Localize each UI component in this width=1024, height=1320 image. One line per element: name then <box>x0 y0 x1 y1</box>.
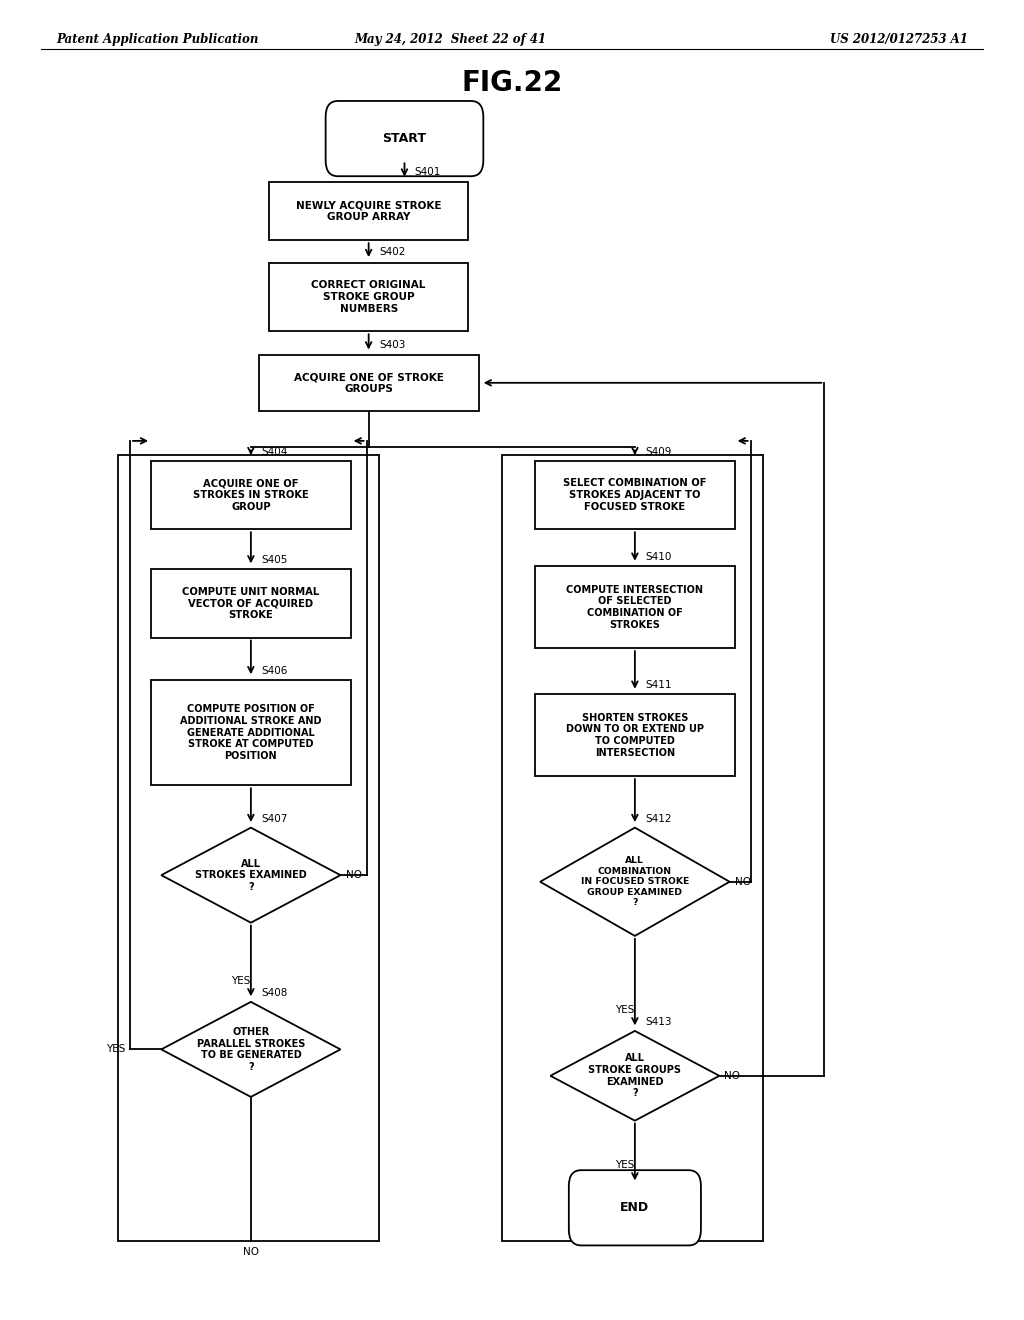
Text: YES: YES <box>615 1005 634 1015</box>
Text: YES: YES <box>231 975 250 986</box>
Bar <box>152 461 350 529</box>
Text: COMPUTE INTERSECTION
OF SELECTED
COMBINATION OF
STROKES: COMPUTE INTERSECTION OF SELECTED COMBINA… <box>566 585 703 630</box>
Text: S408: S408 <box>261 987 288 998</box>
Text: S412: S412 <box>645 813 672 824</box>
Text: END: END <box>621 1201 649 1214</box>
Text: S407: S407 <box>261 813 288 824</box>
Text: FIG.22: FIG.22 <box>462 69 562 96</box>
Polygon shape <box>162 828 340 923</box>
Text: START: START <box>383 132 426 145</box>
Text: S401: S401 <box>415 166 441 177</box>
Text: NEWLY ACQUIRE STROKE
GROUP ARRAY: NEWLY ACQUIRE STROKE GROUP ARRAY <box>296 201 441 222</box>
Text: S413: S413 <box>645 1016 672 1027</box>
Text: ALL
STROKES EXAMINED
?: ALL STROKES EXAMINED ? <box>195 858 307 892</box>
Bar <box>268 182 468 240</box>
Text: S404: S404 <box>261 446 288 457</box>
Text: S411: S411 <box>645 680 672 690</box>
Bar <box>268 263 468 331</box>
Bar <box>152 569 350 638</box>
Bar <box>535 694 735 776</box>
Bar <box>535 461 735 529</box>
Text: SELECT COMBINATION OF
STROKES ADJACENT TO
FOCUSED STROKE: SELECT COMBINATION OF STROKES ADJACENT T… <box>563 478 707 512</box>
Text: ALL
COMBINATION
IN FOCUSED STROKE
GROUP EXAMINED
?: ALL COMBINATION IN FOCUSED STROKE GROUP … <box>581 857 689 907</box>
Text: ACQUIRE ONE OF STROKE
GROUPS: ACQUIRE ONE OF STROKE GROUPS <box>294 372 443 393</box>
Bar <box>502 455 763 1241</box>
Bar <box>258 355 479 411</box>
Text: YES: YES <box>615 1160 634 1171</box>
Text: S410: S410 <box>645 552 672 562</box>
Text: OTHER
PARALLEL STROKES
TO BE GENERATED
?: OTHER PARALLEL STROKES TO BE GENERATED ? <box>197 1027 305 1072</box>
Polygon shape <box>541 828 729 936</box>
Text: COMPUTE POSITION OF
ADDITIONAL STROKE AND
GENERATE ADDITIONAL
STROKE AT COMPUTED: COMPUTE POSITION OF ADDITIONAL STROKE AN… <box>180 705 322 760</box>
Text: ALL
STROKE GROUPS
EXAMINED
?: ALL STROKE GROUPS EXAMINED ? <box>589 1053 681 1098</box>
FancyBboxPatch shape <box>326 100 483 177</box>
Text: NO: NO <box>243 1247 259 1258</box>
Text: NO: NO <box>725 1071 740 1081</box>
Text: NO: NO <box>735 876 751 887</box>
Text: US 2012/0127253 A1: US 2012/0127253 A1 <box>829 33 968 46</box>
Text: S409: S409 <box>645 446 672 457</box>
FancyBboxPatch shape <box>569 1170 700 1246</box>
Polygon shape <box>551 1031 719 1121</box>
Bar <box>152 680 350 785</box>
Text: YES: YES <box>105 1044 125 1055</box>
Text: Patent Application Publication: Patent Application Publication <box>56 33 259 46</box>
Text: CORRECT ORIGINAL
STROKE GROUP
NUMBERS: CORRECT ORIGINAL STROKE GROUP NUMBERS <box>311 280 426 314</box>
Text: SHORTEN STROKES
DOWN TO OR EXTEND UP
TO COMPUTED
INTERSECTION: SHORTEN STROKES DOWN TO OR EXTEND UP TO … <box>566 713 703 758</box>
Text: NO: NO <box>346 870 361 880</box>
Text: ACQUIRE ONE OF
STROKES IN STROKE
GROUP: ACQUIRE ONE OF STROKES IN STROKE GROUP <box>193 478 309 512</box>
Text: S403: S403 <box>379 339 406 350</box>
Text: S405: S405 <box>261 554 288 565</box>
Text: S402: S402 <box>379 247 406 257</box>
Bar <box>118 455 379 1241</box>
Text: COMPUTE UNIT NORMAL
VECTOR OF ACQUIRED
STROKE: COMPUTE UNIT NORMAL VECTOR OF ACQUIRED S… <box>182 586 319 620</box>
Polygon shape <box>162 1002 340 1097</box>
Text: May 24, 2012  Sheet 22 of 41: May 24, 2012 Sheet 22 of 41 <box>354 33 547 46</box>
Bar <box>535 566 735 648</box>
Text: S406: S406 <box>261 665 288 676</box>
